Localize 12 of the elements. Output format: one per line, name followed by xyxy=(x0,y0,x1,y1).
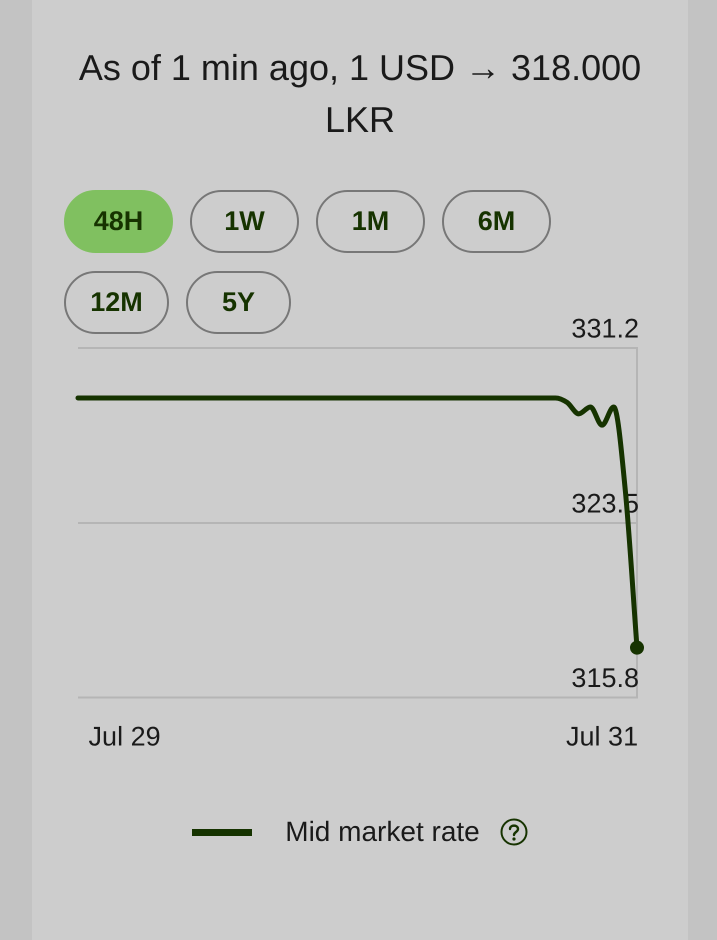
range-button: 12M xyxy=(64,271,169,334)
y-tick-label: 331.2 xyxy=(571,313,639,344)
range-button: 5Y xyxy=(186,271,291,334)
x-tick-label: Jul 31 xyxy=(566,721,638,752)
range-button: 1W xyxy=(190,190,299,253)
y-tick-label: 315.8 xyxy=(571,663,639,694)
legend-label: Mid market rate xyxy=(285,816,480,848)
range-button: 1M xyxy=(316,190,425,253)
x-tick-label: Jul 29 xyxy=(88,721,161,752)
range-button: 6M xyxy=(442,190,551,253)
chart-title: As of 1 min ago, 1 USD → 318.000 LKR xyxy=(78,46,642,142)
range-button: 48H xyxy=(64,190,173,253)
